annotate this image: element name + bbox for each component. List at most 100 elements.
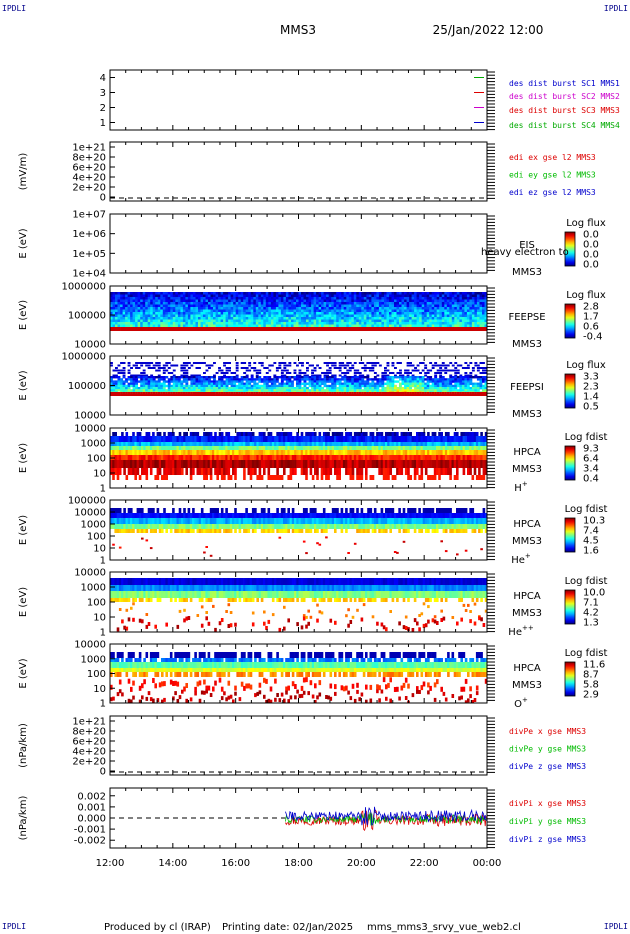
- spectrogram-cell: [351, 322, 355, 325]
- spectrogram-cell: [366, 327, 370, 331]
- spectrogram-cell: [215, 299, 219, 303]
- spectrogram-cell: [323, 309, 327, 313]
- spectrogram-cell: [122, 314, 126, 318]
- time-ticks: [109, 214, 488, 273]
- spectrogram-cell: [469, 376, 473, 379]
- spectrogram-cell: [409, 387, 412, 390]
- spectrogram-cell: [373, 317, 377, 320]
- spectrogram-cell: [298, 384, 302, 388]
- spectrogram-cell: [313, 327, 317, 331]
- spectrogram-cell: [116, 436, 120, 442]
- spectrogram-cell: [389, 297, 392, 300]
- spectrogram-cell: [117, 384, 121, 388]
- spectrogram-cell: [112, 324, 116, 328]
- spectrogram-cell: [416, 378, 420, 381]
- spectrogram-cell: [121, 442, 124, 446]
- spectrogram-cell: [243, 302, 247, 305]
- spectrogram-cell: [249, 436, 253, 442]
- spectrogram-cell: [376, 317, 380, 320]
- spectrogram-cell: [439, 324, 443, 328]
- spectrogram-cell: [449, 319, 453, 323]
- spectrogram-cell: [426, 322, 430, 325]
- spectrogram-cell: [209, 442, 213, 446]
- spectrogram-cell: [280, 314, 284, 318]
- spectrogram-cell: [182, 384, 186, 388]
- spectrogram-cell: [466, 384, 470, 388]
- spectrogram-cell: [263, 380, 267, 383]
- spectrogram-cell: [214, 436, 217, 442]
- spectrogram-cell: [426, 392, 430, 396]
- spectrogram-cell: [270, 317, 274, 320]
- spectrogram-cell: [406, 324, 410, 328]
- spectrogram-cell: [449, 382, 453, 385]
- spectrogram-cell: [110, 317, 113, 320]
- spectrogram-cell: [306, 374, 309, 377]
- spectrogram-cell: [275, 380, 279, 383]
- colorbar-tick-label: 0.0: [583, 260, 599, 271]
- spectrogram-cell: [143, 446, 146, 450]
- spectrogram-cell: [122, 312, 126, 315]
- spectrogram-cell: [414, 319, 417, 323]
- spectrogram-cell: [384, 314, 387, 318]
- spectrogram-cell: [270, 389, 274, 392]
- spectrogram-cell: [484, 304, 487, 308]
- spectrogram-cell: [381, 319, 385, 323]
- spectrogram-cell: [167, 380, 171, 383]
- spectrogram-cell: [336, 327, 340, 331]
- spectrogram-cell: [454, 382, 458, 385]
- spectrogram-cell: [401, 302, 405, 305]
- spectrogram-cell: [358, 297, 362, 300]
- spectrogram-cell: [245, 460, 248, 468]
- spectrogram-cell: [215, 382, 219, 385]
- spectrogram-cell: [303, 292, 307, 295]
- spectrogram-cell: [110, 314, 113, 318]
- spectrogram-cell: [235, 302, 239, 305]
- spectrogram-cell: [378, 384, 382, 388]
- spectrogram-cell: [232, 455, 235, 460]
- spectrogram-cell: [444, 378, 448, 381]
- spectrogram-cell: [152, 327, 156, 331]
- spectrogram-cell: [152, 378, 156, 381]
- spectrogram-cell: [190, 389, 194, 392]
- spectrogram-cell: [401, 314, 405, 318]
- spectrogram-cell: [351, 314, 355, 318]
- spectrogram-cell: [353, 294, 357, 298]
- spectrogram-cell: [381, 294, 385, 298]
- spectrogram-cell: [117, 372, 121, 374]
- spectrogram-cell: [454, 319, 458, 323]
- spectrogram-cell: [260, 307, 264, 310]
- spectrogram-cell: [245, 436, 248, 442]
- spectrogram-cell: [263, 376, 267, 379]
- spectrogram-cell: [185, 446, 188, 450]
- spectrogram-cell: [285, 319, 289, 323]
- spectrogram-cell: [439, 389, 443, 392]
- spectrogram-cell: [469, 319, 473, 323]
- spectrogram-cell: [218, 378, 221, 381]
- spectrogram-cell: [203, 475, 206, 480]
- spectrogram-cell: [203, 380, 206, 383]
- spectrogram-cell: [476, 324, 480, 328]
- spectrogram-cell: [441, 307, 445, 310]
- spectrogram-cell: [471, 382, 475, 385]
- spectrogram-cell: [135, 384, 138, 388]
- spectrogram-cell: [147, 362, 151, 364]
- spectrogram-cell: [356, 389, 360, 392]
- spectrogram-cell: [348, 369, 352, 372]
- spectrogram-cell: [132, 307, 136, 310]
- spectrogram-cell: [285, 317, 289, 320]
- spectrogram-cell: [389, 292, 392, 295]
- spectrogram-cell: [376, 384, 380, 388]
- spectrogram-cell: [461, 384, 465, 388]
- spectrogram-cell: [152, 309, 156, 313]
- spectrogram-cell: [209, 450, 213, 455]
- spectrogram-cell: [303, 319, 307, 323]
- spectrogram-cell: [127, 389, 131, 392]
- spectrogram-cell: [306, 294, 309, 298]
- spectrogram-cell: [466, 382, 470, 385]
- spectrogram-cell: [429, 387, 433, 390]
- spectrogram-cell: [225, 455, 228, 460]
- spectrogram-cell: [341, 389, 345, 392]
- spectrogram-cell: [356, 324, 360, 328]
- spectrogram-cell: [283, 387, 287, 390]
- spectrogram-cell: [220, 446, 224, 450]
